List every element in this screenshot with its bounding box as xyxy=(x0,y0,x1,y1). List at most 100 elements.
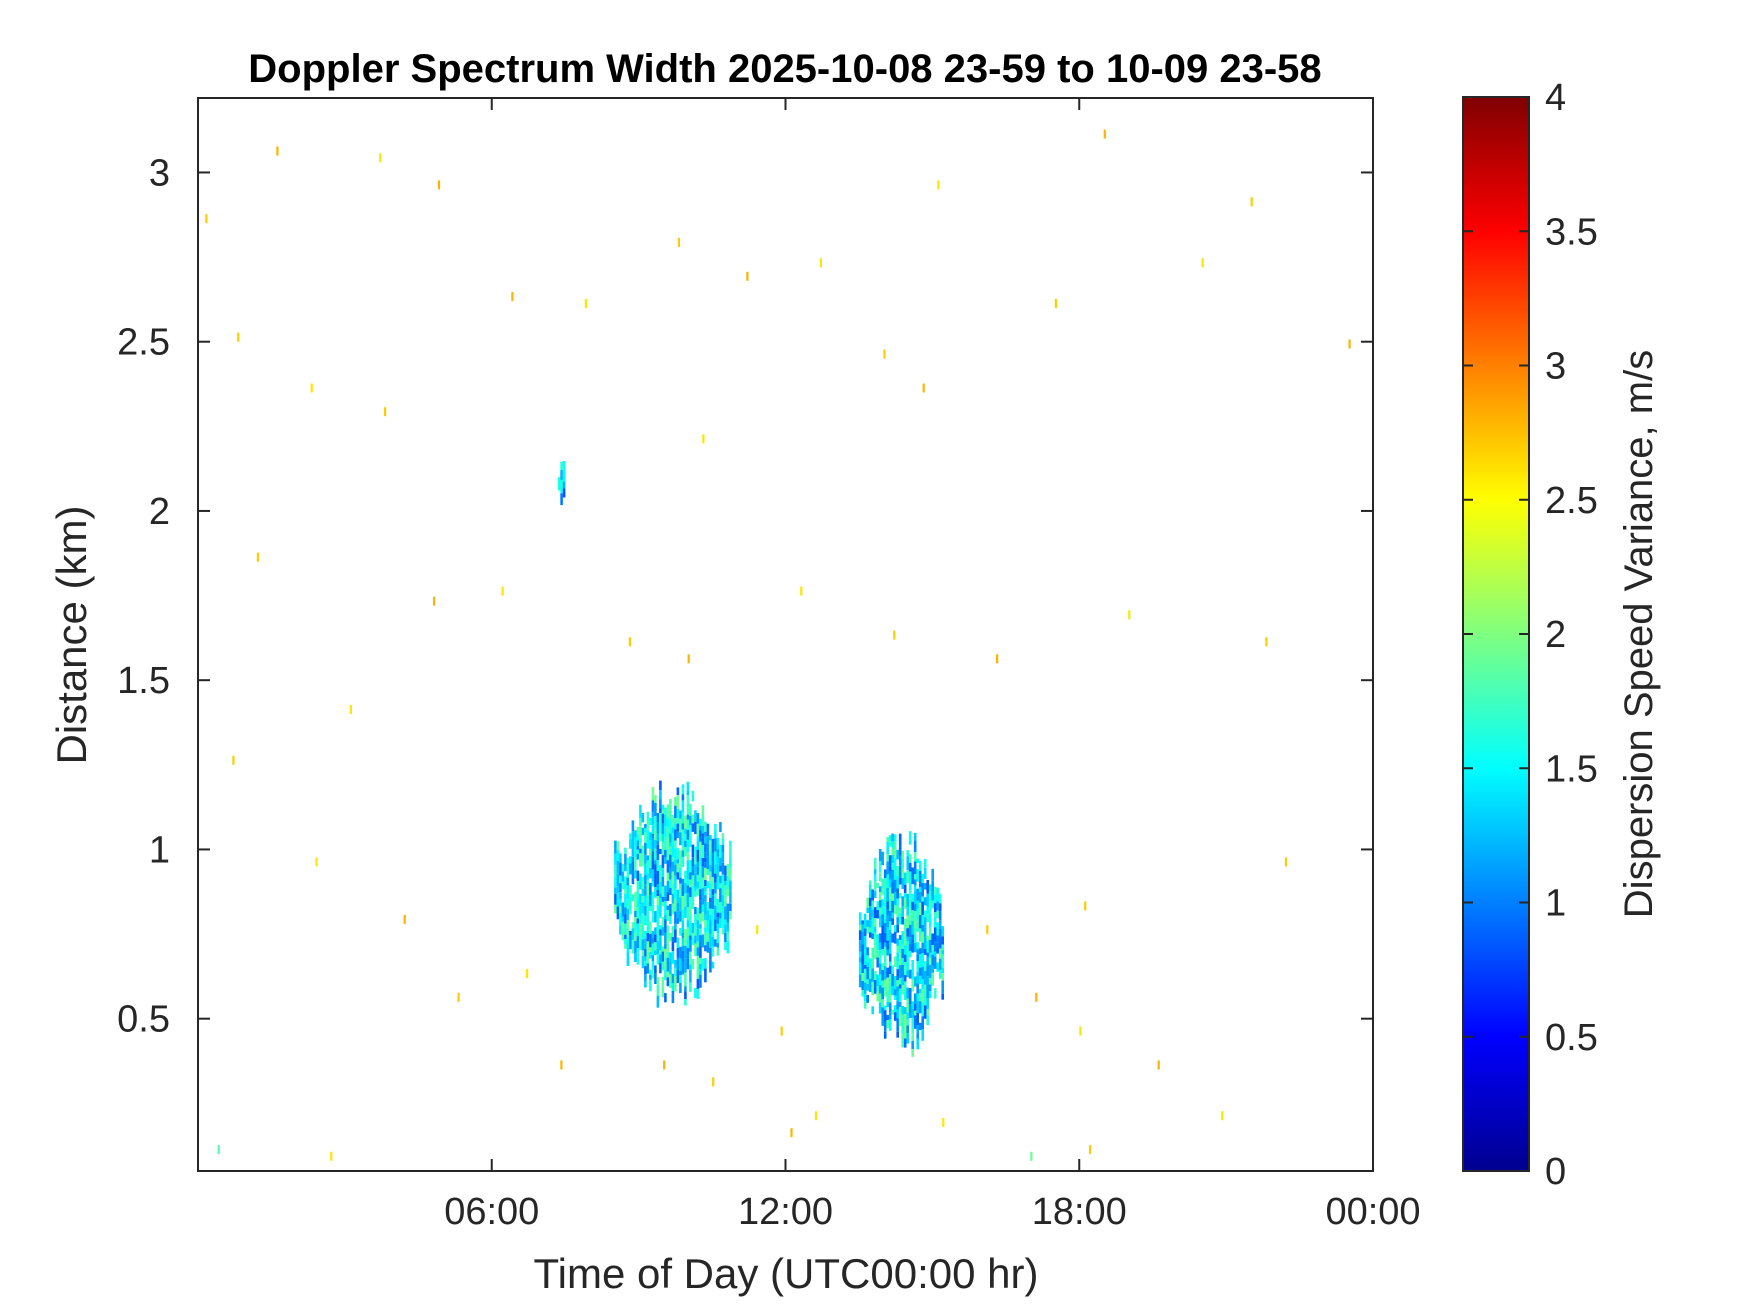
data-mark xyxy=(886,1020,889,1029)
data-mark xyxy=(911,960,914,971)
data-mark xyxy=(936,942,939,948)
data-mark xyxy=(641,913,645,926)
plot-frame xyxy=(197,97,1374,1172)
data-mark xyxy=(898,893,902,899)
data-mark xyxy=(883,946,887,956)
data-mark xyxy=(926,893,929,908)
data-mark xyxy=(923,1005,927,1019)
data-mark xyxy=(639,935,642,946)
data-mark xyxy=(896,1031,899,1038)
data-mark xyxy=(921,953,924,967)
data-mark xyxy=(639,873,642,883)
data-mark xyxy=(709,871,712,884)
data-mark xyxy=(928,884,932,892)
data-mark xyxy=(706,902,710,911)
data-mark xyxy=(686,885,690,894)
data-mark xyxy=(619,875,622,884)
colorbar-tick-label: 3 xyxy=(1545,346,1566,388)
data-mark xyxy=(689,905,692,915)
data-mark xyxy=(669,952,672,962)
data-mark xyxy=(709,850,712,855)
data-mark xyxy=(619,925,622,935)
data-mark xyxy=(699,841,702,849)
data-mark xyxy=(883,907,887,919)
data-mark xyxy=(669,833,672,843)
data-mark xyxy=(906,970,909,978)
data-mark xyxy=(896,986,899,992)
data-mark xyxy=(938,903,942,912)
data-mark xyxy=(906,870,909,883)
data-mark xyxy=(691,899,695,909)
data-mark xyxy=(661,867,665,877)
data-mark xyxy=(671,903,675,915)
data-mark xyxy=(666,818,670,828)
data-mark xyxy=(888,1002,892,1013)
data-mark xyxy=(256,552,259,562)
x-tick-label: 00:00 xyxy=(1325,1191,1420,1233)
data-mark xyxy=(861,920,864,925)
data-mark xyxy=(780,1026,783,1036)
data-mark xyxy=(881,999,884,1008)
data-mark xyxy=(669,969,672,975)
data-mark xyxy=(883,1021,887,1032)
data-mark xyxy=(712,1077,715,1087)
data-mark xyxy=(560,493,563,506)
data-mark xyxy=(901,948,904,959)
data-mark xyxy=(629,935,632,950)
data-mark xyxy=(908,951,912,958)
data-mark xyxy=(644,966,647,975)
data-mark xyxy=(916,908,919,914)
data-mark xyxy=(1079,1026,1082,1036)
data-mark xyxy=(903,918,907,932)
data-mark xyxy=(1128,610,1131,620)
data-mark xyxy=(881,1013,884,1026)
data-mark xyxy=(711,916,715,927)
data-mark xyxy=(888,966,892,975)
data-mark xyxy=(923,943,927,949)
data-mark xyxy=(686,893,690,907)
data-mark xyxy=(901,858,904,863)
data-mark xyxy=(654,942,657,951)
data-mark xyxy=(901,906,904,917)
data-mark xyxy=(699,857,702,867)
data-mark xyxy=(941,936,944,945)
data-mark xyxy=(913,840,917,853)
data-mark xyxy=(636,870,640,881)
data-mark xyxy=(679,946,682,959)
data-mark xyxy=(714,882,717,894)
data-mark xyxy=(614,853,617,866)
data-mark xyxy=(671,827,675,834)
data-mark xyxy=(526,969,529,979)
data-mark xyxy=(626,871,630,878)
data-mark xyxy=(883,349,886,359)
data-mark xyxy=(704,831,707,837)
data-mark xyxy=(873,874,877,882)
data-mark xyxy=(724,885,727,896)
data-mark xyxy=(888,841,892,847)
data-mark xyxy=(881,925,884,939)
data-mark xyxy=(866,966,869,980)
data-mark xyxy=(908,898,912,909)
data-mark xyxy=(716,877,720,890)
data-mark xyxy=(666,977,670,987)
data-mark xyxy=(921,942,924,954)
data-mark xyxy=(651,961,655,969)
data-mark xyxy=(726,931,730,941)
data-mark xyxy=(883,932,887,943)
data-mark xyxy=(893,630,896,640)
data-mark xyxy=(896,906,899,918)
data-mark xyxy=(661,951,665,962)
data-mark xyxy=(666,957,670,972)
data-mark xyxy=(916,942,919,950)
data-mark xyxy=(616,841,620,851)
data-mark xyxy=(684,828,687,835)
data-mark xyxy=(863,960,867,965)
data-mark xyxy=(719,822,722,833)
data-mark xyxy=(666,925,670,939)
data-mark xyxy=(644,938,647,949)
data-mark xyxy=(689,940,692,952)
data-mark xyxy=(661,834,665,842)
data-mark xyxy=(661,927,665,936)
data-mark xyxy=(893,849,897,858)
